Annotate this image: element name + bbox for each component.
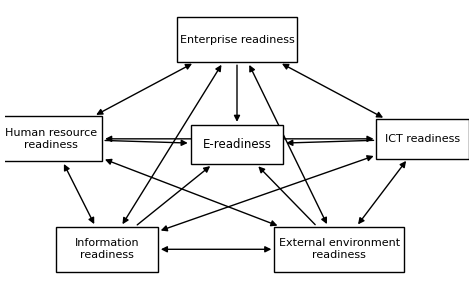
Text: Information
readiness: Information readiness	[74, 238, 139, 260]
Bar	[56, 227, 158, 272]
Bar	[177, 17, 297, 62]
Bar	[191, 125, 283, 164]
Text: Enterprise readiness: Enterprise readiness	[180, 35, 294, 45]
Bar	[376, 119, 469, 159]
Bar	[274, 227, 404, 272]
Text: E-readiness: E-readiness	[202, 138, 272, 151]
Bar	[0, 116, 102, 162]
Text: External environment
readiness: External environment readiness	[279, 238, 400, 260]
Text: Human resource
readiness: Human resource readiness	[5, 128, 97, 150]
Text: ICT readiness: ICT readiness	[385, 134, 460, 144]
